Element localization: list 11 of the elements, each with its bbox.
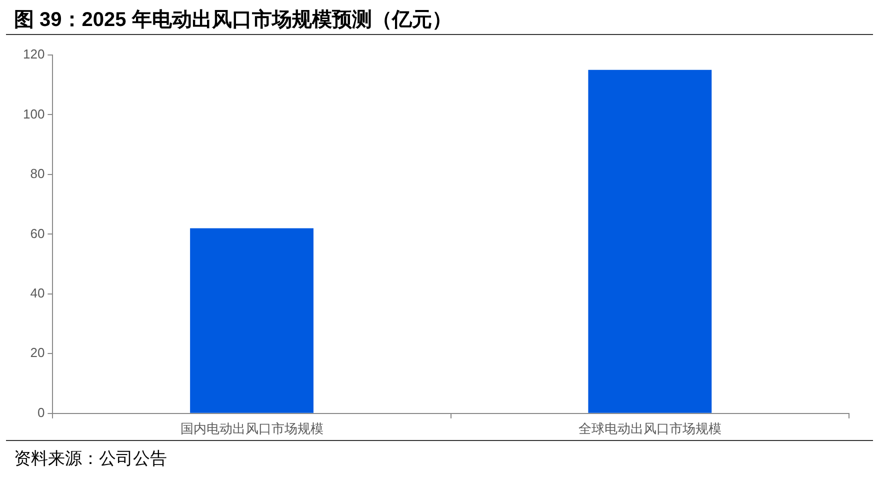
x-tick-label: 国内电动出风口市场规模 xyxy=(180,420,324,436)
y-tick-label: 20 xyxy=(30,345,45,360)
chart-title: 图 39：2025 年电动出风口市场规模预测（亿元） xyxy=(13,8,453,33)
y-tick-label: 60 xyxy=(30,226,45,241)
text: 资料来源：公司公告 xyxy=(13,448,168,470)
y-tick-label: 120 xyxy=(22,46,45,62)
x-tick-label: 全球电动出风口市场规模 xyxy=(578,420,722,436)
y-tick-label: 100 xyxy=(22,106,45,122)
y-tick-label: 40 xyxy=(30,286,45,301)
y-tick-label: 80 xyxy=(30,166,45,182)
y-tick-label: 0 xyxy=(37,404,45,420)
